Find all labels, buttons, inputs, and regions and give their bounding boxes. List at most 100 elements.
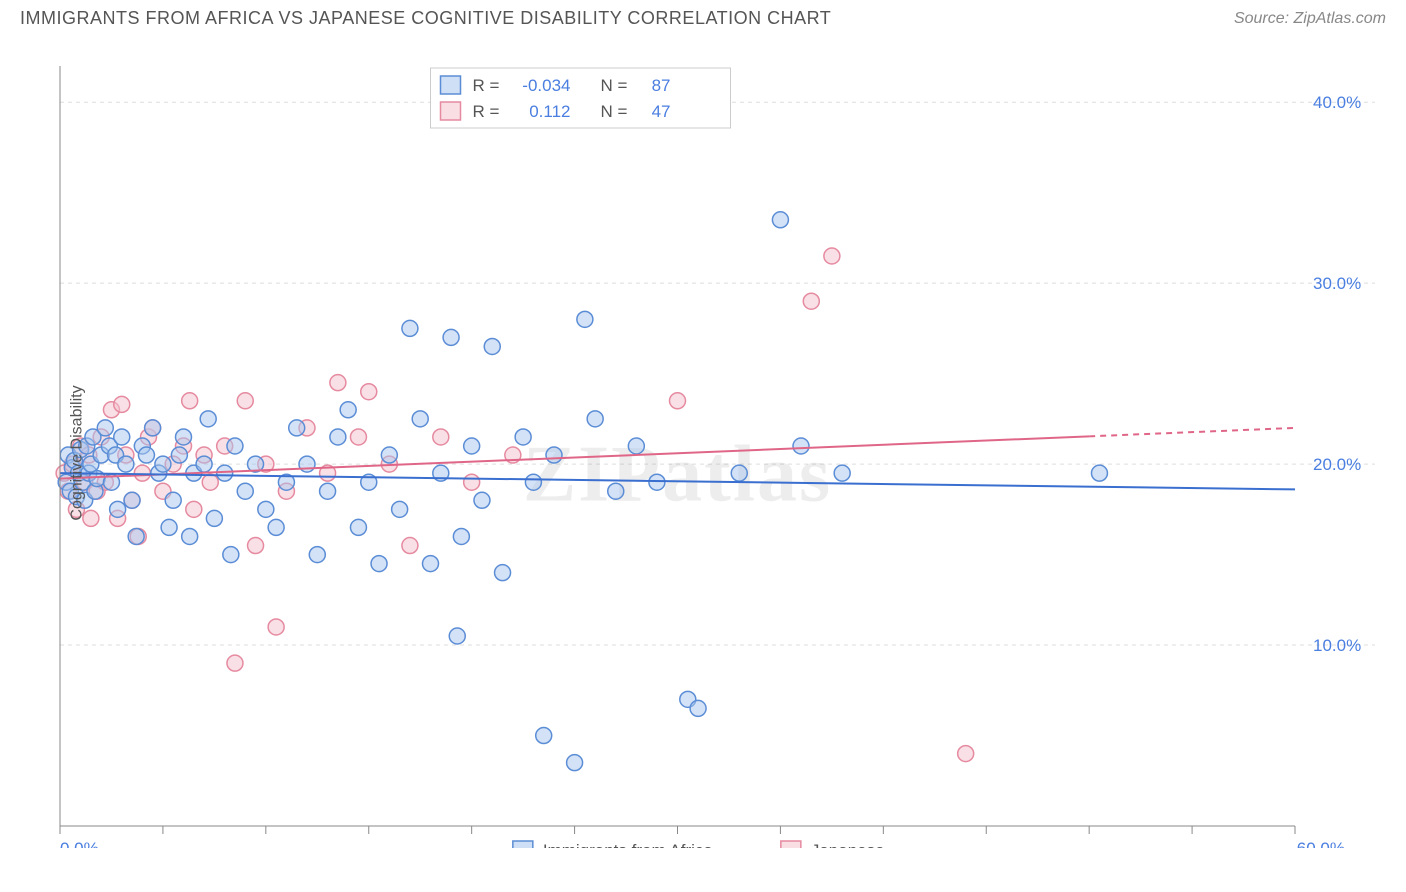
point-africa	[196, 456, 212, 472]
point-africa	[118, 456, 134, 472]
y-tick-label: 20.0%	[1313, 455, 1361, 474]
point-africa	[289, 420, 305, 436]
point-japanese	[803, 293, 819, 309]
point-japanese	[227, 655, 243, 671]
point-africa	[110, 501, 126, 517]
point-africa	[350, 519, 366, 535]
legend-n-label: N =	[601, 102, 628, 121]
point-africa	[449, 628, 465, 644]
point-africa	[577, 311, 593, 327]
point-africa	[402, 320, 418, 336]
point-africa	[1091, 465, 1107, 481]
y-axis-label: Cognitive Disability	[69, 385, 87, 520]
point-japanese	[824, 248, 840, 264]
point-africa	[145, 420, 161, 436]
point-africa	[182, 528, 198, 544]
point-japanese	[464, 474, 480, 490]
legend-r-value: 0.112	[529, 102, 570, 121]
point-africa	[495, 565, 511, 581]
point-africa	[474, 492, 490, 508]
point-africa	[515, 429, 531, 445]
point-africa	[587, 411, 603, 427]
point-africa	[138, 447, 154, 463]
point-africa	[155, 456, 171, 472]
legend-swatch	[513, 841, 533, 848]
point-africa	[690, 700, 706, 716]
point-japanese	[350, 429, 366, 445]
legend-series-label: Japanese	[811, 841, 885, 848]
scatter-chart: ZIPatlas 0.0% 60.0% 10.0% 20.0% 30.0% 40.0% R =…	[50, 58, 1390, 848]
legend-swatch	[781, 841, 801, 848]
point-africa	[412, 411, 428, 427]
point-africa	[223, 547, 239, 563]
legend-series-label: Immigrants from Africa	[543, 841, 714, 848]
point-africa	[567, 755, 583, 771]
point-africa	[165, 492, 181, 508]
legend-swatch	[441, 76, 461, 94]
point-africa	[628, 438, 644, 454]
point-africa	[731, 465, 747, 481]
point-japanese	[433, 429, 449, 445]
point-japanese	[114, 396, 130, 412]
point-africa	[176, 429, 192, 445]
point-africa	[443, 329, 459, 345]
point-africa	[320, 483, 336, 499]
point-africa	[484, 338, 500, 354]
y-tick-label: 30.0%	[1313, 274, 1361, 293]
point-japanese	[330, 375, 346, 391]
point-africa	[371, 556, 387, 572]
point-japanese	[202, 474, 218, 490]
legend-r-label: R =	[473, 102, 500, 121]
point-japanese	[237, 393, 253, 409]
legend-r-value: -0.034	[522, 76, 570, 95]
point-africa	[128, 528, 144, 544]
source-credit: Source: ZipAtlas.com	[1234, 10, 1386, 28]
point-japanese	[268, 619, 284, 635]
trend-line-extrap	[1089, 428, 1295, 436]
point-japanese	[958, 746, 974, 762]
point-africa	[536, 728, 552, 744]
point-japanese	[134, 465, 150, 481]
point-africa	[340, 402, 356, 418]
point-africa	[546, 447, 562, 463]
y-tick-label: 10.0%	[1313, 636, 1361, 655]
legend-n-value: 87	[652, 76, 671, 95]
point-japanese	[670, 393, 686, 409]
x-tick-label: 60.0%	[1297, 839, 1345, 848]
point-africa	[608, 483, 624, 499]
point-japanese	[248, 538, 264, 554]
point-africa	[237, 483, 253, 499]
point-africa	[114, 429, 130, 445]
point-africa	[200, 411, 216, 427]
y-tick-label: 40.0%	[1313, 93, 1361, 112]
point-japanese	[361, 384, 377, 400]
point-africa	[171, 447, 187, 463]
point-africa	[423, 556, 439, 572]
point-africa	[217, 465, 233, 481]
point-africa	[124, 492, 140, 508]
point-japanese	[186, 501, 202, 517]
point-japanese	[182, 393, 198, 409]
point-africa	[834, 465, 850, 481]
x-tick-label: 0.0%	[60, 839, 99, 848]
point-japanese	[402, 538, 418, 554]
point-africa	[525, 474, 541, 490]
point-africa	[330, 429, 346, 445]
point-africa	[453, 528, 469, 544]
point-africa	[97, 420, 113, 436]
point-africa	[772, 212, 788, 228]
point-africa	[309, 547, 325, 563]
point-africa	[299, 456, 315, 472]
legend-r-label: R =	[473, 76, 500, 95]
point-africa	[206, 510, 222, 526]
legend-n-label: N =	[601, 76, 628, 95]
legend-n-value: 47	[652, 102, 671, 121]
point-africa	[381, 447, 397, 463]
chart-title: IMMIGRANTS FROM AFRICA VS JAPANESE COGNI…	[20, 8, 831, 29]
point-africa	[258, 501, 274, 517]
point-africa	[227, 438, 243, 454]
watermark: ZIPatlas	[523, 430, 832, 518]
point-africa	[793, 438, 809, 454]
point-africa	[464, 438, 480, 454]
chart-area: Cognitive Disability ZIPatlas 0.0% 60.0% 10…	[50, 58, 1390, 848]
